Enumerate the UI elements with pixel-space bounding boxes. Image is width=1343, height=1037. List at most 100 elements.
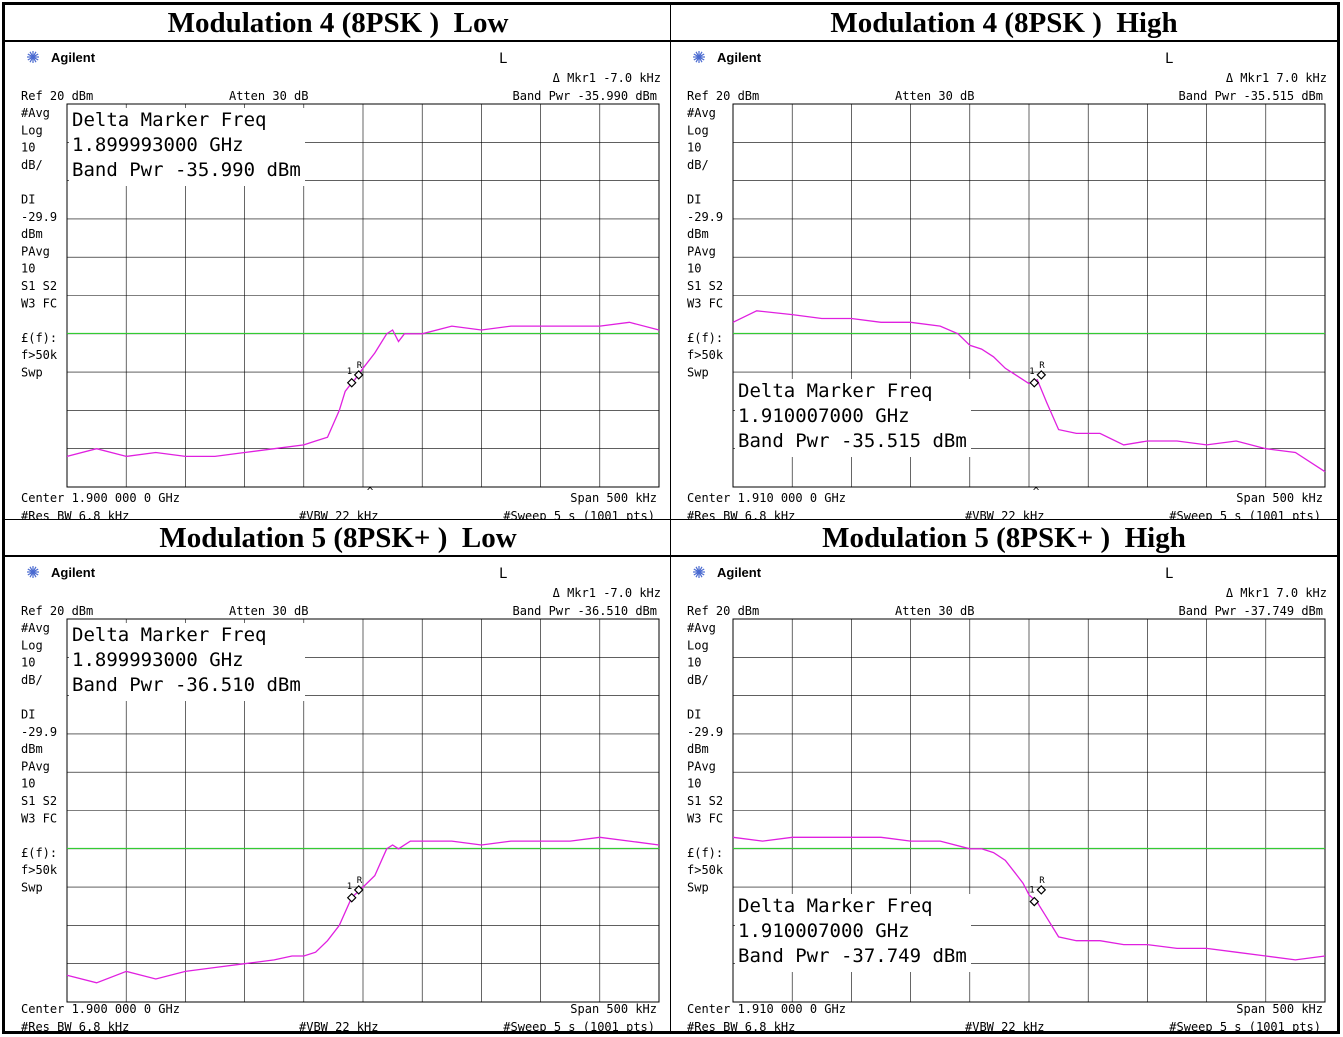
side-label: W3 FC	[21, 811, 57, 825]
side-label: Swp	[687, 881, 709, 895]
panel-mod4-low: Modulation 4 (8PSK ) Low Agilent L Δ Mkr1 …	[4, 4, 672, 521]
panel-title: Modulation 4 (8PSK ) Low	[5, 5, 671, 42]
spectrum-screen: Agilent L Δ Mkr1 -7.0 kHz Ref 20 dBm Atten 3…	[21, 565, 661, 1032]
span-readout: Span 500 kHz	[1236, 491, 1323, 505]
ref-level: Ref 20 dBm	[687, 604, 759, 618]
side-label: -29.9	[687, 210, 723, 224]
ref-level: Ref 20 dBm	[21, 604, 93, 618]
ref-level: Ref 20 dBm	[687, 89, 759, 103]
side-label: dB/	[687, 158, 709, 172]
agilent-logo-icon	[693, 566, 705, 578]
span-readout: Span 500 kHz	[570, 491, 657, 505]
sweep: #Sweep 5 s (1001 pts)	[1169, 1020, 1321, 1032]
marker-ref-diamond	[1036, 370, 1047, 380]
res-bw: #Res BW 6.8 kHz	[21, 1020, 129, 1032]
annotation-line: 1.899993000 GHz	[72, 134, 244, 156]
panel-mod5-high: Modulation 5 (8PSK+ ) High Agilent L Δ Mkr…	[670, 519, 1338, 1032]
side-label: Log	[687, 123, 709, 137]
annotation-box	[69, 623, 305, 701]
marker-1-label: 1	[347, 882, 352, 892]
agilent-logo-icon	[27, 566, 39, 578]
annotation-line: 1.910007000 GHz	[738, 920, 910, 942]
panel-title: Modulation 5 (8PSK+ ) High	[671, 520, 1337, 557]
side-label: W3 FC	[687, 296, 723, 310]
side-label: £(f):	[21, 846, 57, 860]
side-label: PAvg	[21, 244, 50, 258]
side-label: #Avg	[21, 106, 50, 120]
spectrum-trace	[66, 321, 660, 458]
annotation-box	[69, 108, 305, 186]
mode-letter: L	[1165, 51, 1173, 67]
side-label: f>50k	[21, 863, 58, 877]
marker-ref-label: R	[357, 876, 363, 886]
side-label: Log	[21, 123, 43, 137]
center-frequency: Center 1.900 000 0 GHz	[21, 491, 180, 505]
band-power-readout: Band Pwr -35.515 dBm	[1179, 89, 1324, 103]
logo-ray	[27, 53, 39, 61]
side-label: dB/	[687, 673, 709, 687]
side-label: f>50k	[687, 348, 724, 362]
annotation-box	[735, 894, 971, 972]
marker-ref-diamond	[1036, 885, 1047, 895]
band-power-readout: Band Pwr -36.510 dBm	[513, 604, 658, 618]
side-label: W3 FC	[687, 811, 723, 825]
side-label: dBm	[687, 742, 709, 756]
marker-ref-label: R	[357, 361, 363, 371]
spectrum-trace	[732, 836, 1326, 961]
vbw: #VBW 22 kHz	[299, 509, 378, 521]
marker-ref-diamond	[353, 885, 364, 895]
annotation-line: Band Pwr -37.749 dBm	[738, 945, 967, 967]
side-label: £(f):	[687, 846, 723, 860]
mode-letter: L	[1165, 566, 1173, 582]
attenuation: Atten 30 dB	[895, 89, 974, 103]
side-label: W3 FC	[21, 296, 57, 310]
marker-ref-diamond	[353, 370, 364, 380]
vbw: #VBW 22 kHz	[965, 1020, 1044, 1032]
side-label: Log	[687, 638, 709, 652]
side-label: -29.9	[687, 725, 723, 739]
brand-label: Agilent	[717, 50, 762, 65]
side-label: 10	[687, 777, 701, 791]
sweep: #Sweep 5 s (1001 pts)	[503, 509, 655, 521]
marker-ref-label: R	[1039, 361, 1045, 371]
panel-mod5-low: Modulation 5 (8PSK+ ) Low Agilent L Δ Mkr1…	[4, 519, 672, 1032]
side-label: £(f):	[21, 331, 57, 345]
annotation-line: Delta Marker Freq	[738, 895, 932, 917]
mode-letter: L	[499, 566, 507, 582]
spectrum-screen: Agilent L Δ Mkr1 7.0 kHz Ref 20 dBm Atten 30…	[687, 565, 1327, 1032]
side-label: S1 S2	[21, 794, 57, 808]
side-label: dB/	[21, 673, 43, 687]
res-bw: #Res BW 6.8 kHz	[21, 509, 129, 521]
logo-ray	[693, 568, 705, 576]
annotation-line: Delta Marker Freq	[72, 109, 266, 131]
sweep: #Sweep 5 s (1001 pts)	[1169, 509, 1321, 521]
side-label: 10	[687, 262, 701, 276]
vbw: #VBW 22 kHz	[299, 1020, 378, 1032]
side-label: S1 S2	[687, 279, 723, 293]
marker-readout: Δ Mkr1 7.0 kHz	[1226, 586, 1327, 600]
span-readout: Span 500 kHz	[1236, 1002, 1323, 1016]
side-label: Log	[21, 638, 43, 652]
brand-label: Agilent	[51, 50, 96, 65]
panel-mod4-high: Modulation 4 (8PSK ) High Agilent L Δ Mkr1…	[670, 4, 1338, 521]
side-label: f>50k	[21, 348, 58, 362]
attenuation: Atten 30 dB	[229, 89, 308, 103]
side-label: -29.9	[21, 725, 57, 739]
annotation-line: 1.910007000 GHz	[738, 405, 910, 427]
annotation-line: Delta Marker Freq	[72, 624, 266, 646]
side-label: dBm	[21, 742, 43, 756]
sweep: #Sweep 5 s (1001 pts)	[503, 1020, 655, 1032]
side-label: #Avg	[687, 621, 716, 635]
annotation-line: Band Pwr -35.990 dBm	[72, 159, 301, 181]
side-label: dBm	[21, 227, 43, 241]
side-label: #Avg	[687, 106, 716, 120]
marker-readout: Δ Mkr1 -7.0 kHz	[553, 71, 661, 85]
band-power-readout: Band Pwr -35.990 dBm	[513, 89, 658, 103]
side-label: DI	[687, 708, 701, 722]
brand-label: Agilent	[51, 565, 96, 580]
side-label: Swp	[687, 366, 709, 380]
band-power-readout: Band Pwr -37.749 dBm	[1179, 604, 1324, 618]
side-label: Swp	[21, 881, 43, 895]
ref-level: Ref 20 dBm	[21, 89, 93, 103]
